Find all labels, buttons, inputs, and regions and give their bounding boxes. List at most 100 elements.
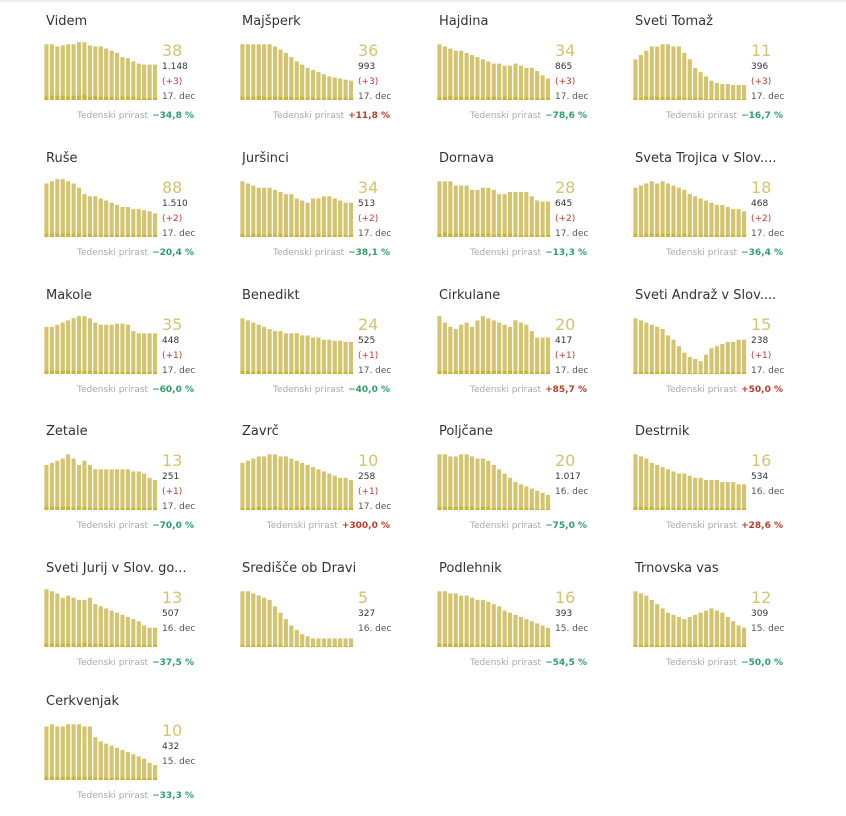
bar-new-cases bbox=[348, 507, 354, 510]
bar bbox=[60, 179, 65, 237]
bar bbox=[256, 595, 261, 647]
municipality-card[interactable]: Destrnik 16 534 16. dec Tedenski prirast +28,… bbox=[633, 416, 823, 546]
bar bbox=[332, 638, 337, 647]
bar-new-cases bbox=[693, 372, 698, 374]
bar-new-cases bbox=[289, 645, 294, 647]
bar-new-cases bbox=[66, 370, 71, 374]
municipality-card[interactable]: Sveti Andraž v Slov.... 15 238 (+1) 17. dec T… bbox=[633, 280, 823, 410]
bar bbox=[644, 50, 649, 100]
bar bbox=[665, 469, 671, 510]
bar-new-cases bbox=[698, 234, 703, 237]
bar-chart bbox=[44, 724, 158, 780]
municipality-card[interactable]: Sveta Trojica v Slov.... 18 468 (+2) 17. dec… bbox=[633, 143, 823, 273]
bar bbox=[709, 202, 714, 237]
municipality-card[interactable]: Zavrč 10 258 (+1) 17. dec Tedenski prirast +30… bbox=[240, 416, 430, 546]
bar-new-cases bbox=[82, 776, 87, 780]
bar bbox=[66, 595, 71, 647]
bar-new-cases bbox=[507, 233, 513, 237]
municipality-card[interactable]: Podlehnik 16 393 15. dec Tedenski prirast −54… bbox=[437, 553, 627, 683]
bar-new-cases bbox=[49, 643, 54, 647]
weekly-growth-value: +300,0 % bbox=[341, 521, 390, 531]
bar bbox=[125, 752, 130, 780]
bar bbox=[459, 454, 464, 510]
municipality-card[interactable]: Makole 35 448 (+1) 17. dec Tedenski prirast −6… bbox=[44, 280, 234, 410]
bar bbox=[93, 737, 98, 780]
bar-new-cases bbox=[278, 644, 283, 647]
bar-new-cases bbox=[693, 234, 698, 237]
bar-new-cases bbox=[332, 507, 337, 510]
bar bbox=[545, 337, 551, 374]
bar bbox=[687, 59, 692, 100]
bar-new-cases bbox=[44, 506, 49, 510]
municipality-card[interactable]: Cerkvenjak 10 432 15. dec Tedenski prirast −3… bbox=[44, 686, 234, 816]
bar-new-cases bbox=[464, 506, 469, 510]
last-date: 17. dec bbox=[162, 502, 196, 512]
bar-new-cases bbox=[245, 234, 250, 237]
bar-new-cases bbox=[125, 371, 130, 374]
bar bbox=[731, 482, 736, 510]
municipality-card[interactable]: Žetale 13 251 (+1) 17. dec Tedenski prirast −7… bbox=[44, 416, 234, 546]
weekly-growth-value: −60,0 % bbox=[152, 385, 194, 395]
bar bbox=[736, 85, 741, 100]
bar-new-cases bbox=[332, 97, 337, 100]
bar bbox=[152, 213, 158, 237]
bar bbox=[676, 473, 681, 510]
municipality-name: Poljčane bbox=[439, 424, 493, 439]
bar-new-cases bbox=[338, 507, 343, 510]
bar bbox=[87, 465, 92, 510]
bar bbox=[289, 625, 294, 647]
bar-new-cases bbox=[741, 644, 747, 647]
bar-new-cases bbox=[665, 507, 671, 510]
municipality-card[interactable]: Sveti Jurij v Slov. go... 13 507 16. dec Ted… bbox=[44, 553, 234, 683]
bar-new-cases bbox=[76, 776, 82, 780]
municipality-card[interactable]: Majšperk 36 993 (+3) 17. dec Tedenski prirast… bbox=[240, 6, 430, 136]
bar-new-cases bbox=[136, 777, 141, 780]
municipality-card[interactable]: Hajdina 34 865 (+3) 17. dec Tedenski prirast −… bbox=[437, 6, 627, 136]
municipality-name: Sveti Andraž v Slov.... bbox=[635, 288, 777, 303]
bar-new-cases bbox=[480, 97, 485, 100]
municipality-card[interactable]: Trnovska vas 12 309 15. dec Tedenski prirast… bbox=[633, 553, 823, 683]
weekly-growth-value: −34,8 % bbox=[152, 111, 194, 121]
bar-new-cases bbox=[147, 234, 152, 237]
bar bbox=[502, 194, 507, 237]
bar bbox=[475, 599, 480, 647]
total-cases: 309 bbox=[751, 609, 769, 619]
bar bbox=[665, 183, 671, 237]
last-date: 17. dec bbox=[162, 366, 196, 376]
bar bbox=[649, 462, 654, 510]
municipality-card[interactable]: Videm 38 1.148 (+3) 17. dec Tedenski prirast −… bbox=[44, 6, 234, 136]
municipality-card[interactable]: Ruše 88 1.510 (+2) 17. dec Tedenski prirast −2… bbox=[44, 143, 234, 273]
municipality-card[interactable]: Sveti Tomaž 11 396 (+3) 17. dec Tedenski prir… bbox=[633, 6, 823, 136]
bar bbox=[316, 337, 321, 374]
weekly-growth-value: −70,0 % bbox=[152, 521, 194, 531]
bar bbox=[518, 617, 523, 647]
municipality-card[interactable]: Benedikt 24 525 (+1) 17. dec Tedenski prirast… bbox=[240, 280, 430, 410]
bar bbox=[305, 202, 310, 237]
bar bbox=[136, 333, 141, 374]
bar bbox=[44, 465, 49, 510]
bar-new-cases bbox=[55, 506, 60, 510]
bar-new-cases bbox=[524, 370, 529, 374]
bar bbox=[529, 196, 534, 237]
bar-new-cases bbox=[682, 372, 687, 374]
bar-new-cases bbox=[256, 506, 261, 510]
bar-new-cases bbox=[649, 506, 654, 510]
last-date: 16. dec bbox=[358, 624, 392, 634]
municipality-card[interactable]: Središče ob Dravi 5 327 16. dec bbox=[240, 553, 430, 683]
bar bbox=[109, 202, 114, 237]
bar bbox=[464, 595, 469, 647]
active-cases: 38 bbox=[162, 41, 183, 60]
bar bbox=[682, 52, 687, 100]
bar bbox=[251, 322, 256, 374]
weekly-growth-value: −20,4 % bbox=[152, 248, 194, 258]
bar-new-cases bbox=[327, 371, 332, 374]
municipality-card[interactable]: Juršinci 34 513 (+2) 17. dec Tedenski prirast… bbox=[240, 143, 430, 273]
bar-new-cases bbox=[256, 233, 261, 237]
municipality-card[interactable]: Cirkulane 20 417 (+1) 17. dec Tedenski priras… bbox=[437, 280, 627, 410]
municipality-card[interactable]: Dornava 28 645 (+2) 17. dec Tedenski prirast −… bbox=[437, 143, 627, 273]
bar bbox=[245, 460, 250, 510]
municipality-name: Dornava bbox=[439, 151, 494, 166]
municipality-card[interactable]: Poljčane 20 1.017 16. dec Tedenski prirast −7… bbox=[437, 416, 627, 546]
bar bbox=[109, 745, 114, 780]
bar-new-cases bbox=[518, 644, 523, 647]
